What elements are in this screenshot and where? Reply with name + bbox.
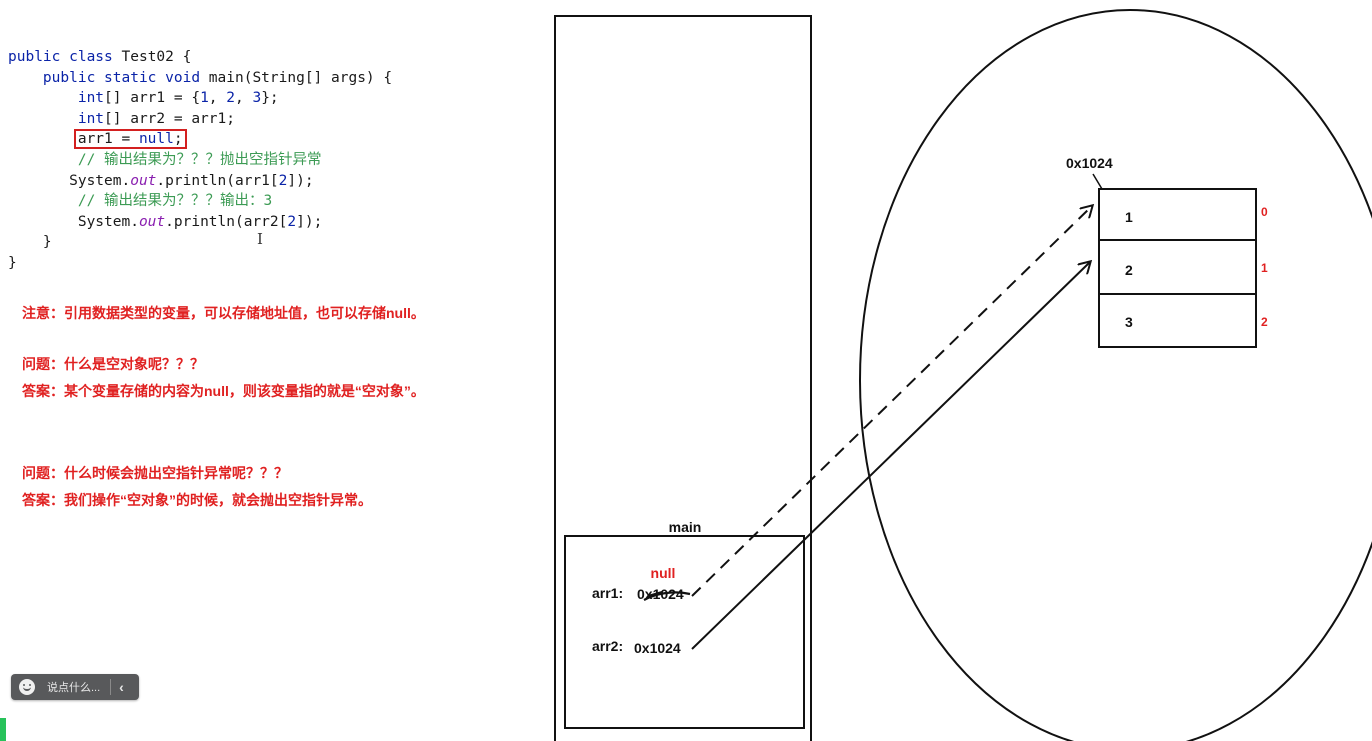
array-cell-value: 2	[1125, 262, 1133, 278]
code-token: int	[8, 110, 105, 127]
array-index: 1	[1261, 261, 1268, 275]
code-line: System.out.println(arr1[2]);	[8, 171, 392, 192]
question-null-object: 问题：什么是空对象呢？？？	[22, 356, 204, 372]
code-editor: public class Test02 { public static void…	[8, 47, 392, 274]
main-frame	[564, 535, 805, 729]
code-line: }	[8, 232, 392, 253]
code-token: out	[138, 213, 166, 230]
heap-region	[859, 9, 1372, 741]
code-line: arr1 = null;	[8, 129, 392, 150]
code-token: ;	[173, 131, 183, 148]
code-token: int	[8, 90, 105, 107]
highlighted-statement: arr1 = null;	[73, 129, 187, 150]
code-token: public static void	[8, 69, 209, 86]
code-token: 2	[278, 172, 288, 189]
code-line: int[] arr1 = {1, 2, 3};	[8, 88, 392, 109]
chat-placeholder[interactable]: 说点什么...	[47, 682, 101, 694]
code-token: public class	[8, 49, 122, 65]
stack-region	[554, 15, 812, 741]
code-token: 2	[287, 213, 297, 230]
code-token: ]);	[287, 172, 314, 189]
code-token: };	[261, 90, 279, 107]
code-token: 2	[226, 90, 235, 107]
arr1-label: arr1:	[592, 585, 623, 601]
code-token: null	[138, 131, 174, 148]
strikethrough-mark	[643, 591, 691, 601]
code-token: Test02 {	[121, 49, 192, 65]
code-token: arr1 =	[77, 131, 139, 148]
code-token: 3	[252, 90, 262, 107]
code-token: .println(arr2[	[165, 213, 288, 230]
arr2-label: arr2:	[592, 638, 623, 654]
emoji-icon[interactable]	[19, 679, 35, 695]
note-reference-type: 注意：引用数据类型的变量，可以存储地址值，也可以存储null。	[22, 305, 425, 321]
code-line: // 输出结果为？？？抛出空指针异常	[8, 150, 392, 171]
code-line: int[] arr2 = arr1;	[8, 109, 392, 130]
code-token: [] arr2 = arr1;	[104, 110, 235, 127]
code-line: System.out.println(arr2[2]);	[8, 212, 392, 233]
arr1-dashed-arrow	[691, 206, 1092, 597]
green-indicator	[0, 718, 6, 741]
answer-null-object: 答案：某个变量存储的内容为null，则该变量指的就是“空对象”。	[22, 383, 425, 399]
chat-input-bar[interactable]: 说点什么... ‹	[11, 674, 139, 700]
arr2-value: 0x1024	[634, 640, 681, 656]
main-frame-label: main	[669, 519, 702, 535]
strikethrough-mark-2	[647, 591, 663, 597]
code-line: }	[8, 253, 392, 274]
code-token: ]);	[296, 213, 323, 230]
code-token: ,	[235, 90, 253, 107]
code-token: }	[8, 254, 17, 271]
code-token: out	[130, 172, 157, 189]
code-token: 1	[200, 90, 209, 107]
array-cell-value: 3	[1125, 314, 1133, 330]
code-token: [] arr1 = {	[104, 90, 201, 107]
divider	[110, 679, 112, 695]
address-pointer-line	[1092, 173, 1103, 190]
code-token: main(String[] args) {	[208, 69, 393, 86]
code-line: // 输出结果为？？？输出：3	[8, 191, 392, 212]
question-null-pointer: 问题：什么时候会抛出空指针异常呢？？？	[22, 465, 288, 481]
code-token: // 输出结果为？？？抛出空指针异常	[8, 151, 322, 168]
text-cursor-icon: I	[257, 230, 263, 248]
code-token: System.	[8, 172, 131, 189]
code-token: .println(arr1[	[156, 172, 279, 189]
code-line: public static void main(String[] args) {	[8, 68, 392, 89]
heap-address-label: 0x1024	[1066, 155, 1113, 171]
chevron-left-icon[interactable]: ‹	[119, 679, 124, 695]
array-index: 0	[1261, 205, 1268, 219]
code-line: public class Test02 {	[8, 47, 392, 68]
code-token: System.	[8, 213, 139, 230]
array-cell-value: 1	[1125, 209, 1133, 225]
answer-null-pointer: 答案：我们操作“空对象”的时候，就会抛出空指针异常。	[22, 492, 372, 508]
code-token: }	[8, 234, 52, 251]
array-index: 2	[1261, 315, 1268, 329]
array-box	[1098, 188, 1257, 348]
code-token: // 输出结果为？？？输出：3	[8, 193, 273, 210]
null-annotation: null	[651, 565, 676, 581]
code-token: ,	[208, 90, 227, 107]
arr2-arrow	[691, 262, 1090, 650]
